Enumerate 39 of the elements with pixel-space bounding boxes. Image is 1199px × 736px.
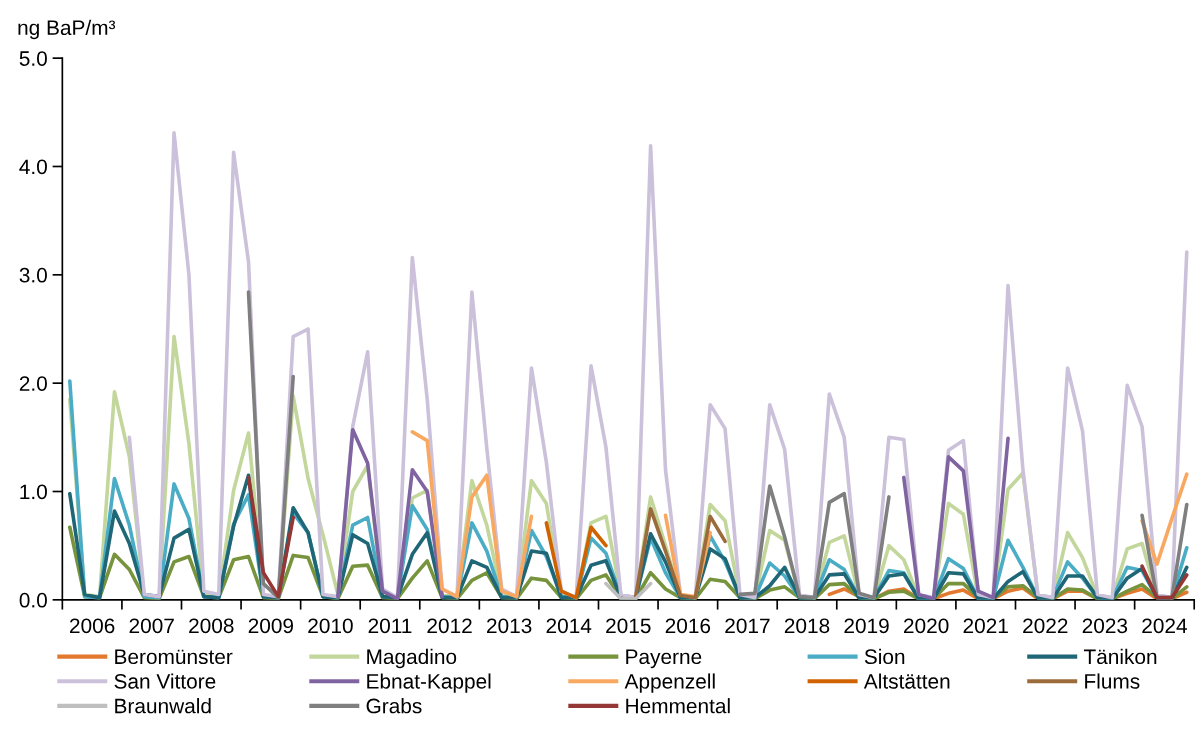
x-tick-label: 2006 [70,618,115,634]
legend-label: Appenzell [624,673,715,693]
x-tick-label: 2009 [248,618,294,634]
x-tick-label: 2010 [308,618,353,634]
y-axis-title: ng BaP/m³ [18,19,116,40]
legend-label: Flums [1085,673,1140,689]
y-tick-label: 4.0 [19,159,47,175]
legend-label: Beromünster [115,649,233,665]
x-tick-label: 2022 [1023,618,1068,634]
legend-label: Ebnat-Kappel [367,673,491,693]
x-tick-label: 2019 [844,618,889,634]
y-tick-label: 0.0 [19,592,47,608]
x-tick-label: 2015 [606,618,651,634]
x-tick-label: 2012 [427,618,472,634]
x-tick-label: 2021 [963,618,1008,634]
x-tick-label: 2013 [487,618,532,634]
legend-label: Hemmental [626,698,730,714]
legend-label: Sion [864,648,905,665]
legend-label: Grabs [366,698,422,714]
x-tick-label: 2023 [1082,618,1128,634]
x-tick-label: 2014 [546,618,592,634]
x-tick-label: 2024 [1142,618,1187,634]
legend-label: Braunwald [115,698,211,714]
y-tick-label: 1.0 [20,484,47,500]
legend-label: Payerne [626,649,702,669]
legend-label: Altstätten [863,673,950,689]
y-tick-label: 3.0 [19,267,47,283]
legend-label: Magadino [367,648,457,669]
y-tick-label: 2.0 [19,376,47,391]
x-tick-label: 2017 [725,618,770,634]
legend-label: Tänikon [1083,648,1157,665]
legend-label: San Vittore [114,673,216,689]
x-tick-label: 2007 [129,618,174,634]
x-tick-label: 2016 [665,618,711,634]
y-tick-label: 5.0 [19,51,47,66]
x-tick-label: 2011 [368,618,412,634]
x-tick-label: 2018 [784,618,830,634]
x-tick-label: 2020 [904,618,949,634]
x-tick-label: 2008 [189,618,234,634]
